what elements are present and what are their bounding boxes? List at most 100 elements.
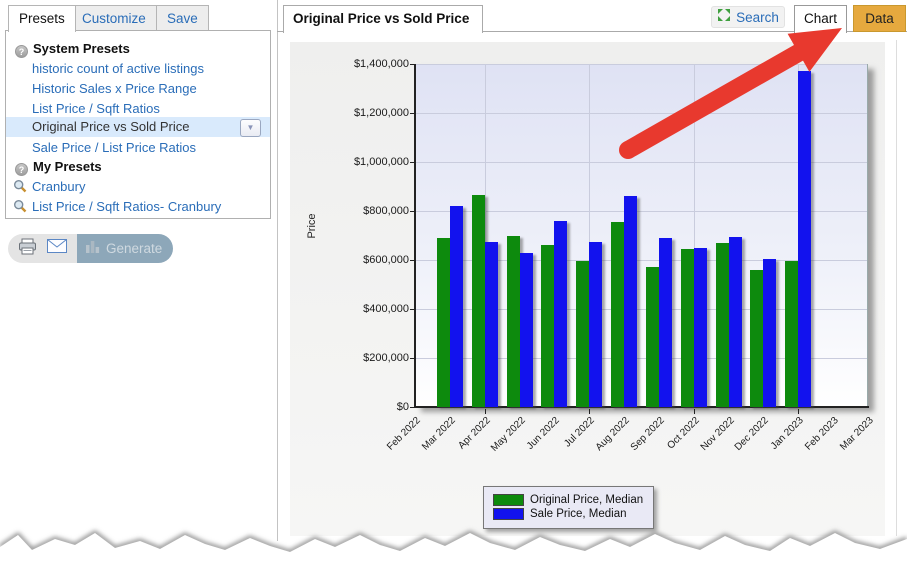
- gridline-h: [415, 211, 868, 212]
- tab-data[interactable]: Data: [853, 5, 906, 32]
- page-title: Original Price vs Sold Price: [293, 11, 470, 26]
- panel-divider: [277, 0, 278, 541]
- bar-original-price: [750, 269, 764, 407]
- generate-button[interactable]: Generate: [77, 234, 173, 263]
- chart-surface: Price $0 $200,000 $400,000 $600,000 $800,000…: [290, 42, 885, 536]
- y-tick-label: $600,000: [363, 254, 409, 266]
- bar-sale-price: [554, 220, 568, 407]
- legend-label: Sale Price, Median: [530, 508, 627, 520]
- preset-options-dropdown[interactable]: ▼: [240, 118, 261, 137]
- legend-label: Original Price, Median: [530, 494, 644, 506]
- bar-sale-price: [484, 241, 498, 407]
- y-axis-line: [414, 64, 416, 408]
- tab-chart[interactable]: Chart: [794, 5, 847, 33]
- bar-sale-price: [449, 206, 463, 407]
- legend-swatch: [493, 508, 524, 520]
- my-preset-link: Cranbury: [32, 179, 86, 194]
- x-tick-mark: [693, 409, 695, 414]
- preset-item-3[interactable]: List Price / Sqft Ratios: [6, 99, 270, 118]
- legend-swatch: [493, 494, 524, 506]
- search-label: Search: [736, 9, 779, 25]
- magnifier-icon: [13, 179, 27, 198]
- bar-original-price: [541, 245, 555, 407]
- my-presets-title: My Presets: [33, 159, 102, 174]
- preset-panel: ? System Presets historic count of active…: [5, 30, 271, 219]
- bar-sale-price: [728, 236, 742, 407]
- bar-original-price: [576, 261, 590, 407]
- my-presets-header: ? My Presets: [6, 157, 279, 176]
- preset-item-selected-label: Original Price vs Sold Price: [32, 119, 190, 134]
- y-tick-mark: [410, 358, 415, 359]
- y-tick-label: $1,000,000: [353, 156, 409, 168]
- gridline-v: [484, 64, 486, 407]
- my-preset-link: List Price / Sqft Ratios- Cranbury: [32, 199, 222, 214]
- email-icon[interactable]: [47, 239, 67, 258]
- bar-sale-price: [589, 241, 603, 407]
- bar-original-price: [715, 242, 729, 407]
- chart-legend: Original Price, Median Sale Price, Median: [483, 486, 655, 529]
- preset-link[interactable]: Historic Sales x Price Range: [32, 81, 197, 96]
- preset-item-2[interactable]: Historic Sales x Price Range: [6, 79, 270, 98]
- bar-sale-price: [624, 196, 638, 407]
- bar-original-price: [506, 235, 520, 407]
- x-tick-mark: [589, 409, 591, 414]
- bar-original-price: [611, 222, 625, 407]
- gridline-h: [415, 162, 868, 163]
- chevron-down-icon: ▼: [246, 122, 255, 132]
- y-tick-label: $400,000: [363, 303, 409, 315]
- bar-original-price: [436, 237, 450, 407]
- gridline-v: [693, 64, 695, 407]
- panel-rule: [277, 31, 907, 32]
- help-icon[interactable]: ?: [15, 45, 28, 58]
- sidebar-tab-presets[interactable]: Presets: [8, 5, 76, 32]
- chart-title-tab: Original Price vs Sold Price: [283, 5, 483, 33]
- my-preset-item-1[interactable]: Cranbury: [6, 177, 270, 196]
- y-tick-label: $800,000: [363, 205, 409, 217]
- x-axis-line: [414, 406, 869, 408]
- help-icon[interactable]: ?: [15, 163, 28, 176]
- print-icon[interactable]: [18, 238, 37, 260]
- sidebar-tab-customize[interactable]: Customize: [71, 5, 157, 30]
- bar-sale-price: [798, 71, 812, 407]
- my-preset-item-2[interactable]: List Price / Sqft Ratios- Cranbury: [6, 197, 270, 216]
- preset-link[interactable]: Sale Price / List Price Ratios: [32, 140, 197, 155]
- legend-row: Sale Price, Median: [493, 508, 643, 520]
- expand-arrows-icon: [717, 8, 731, 27]
- y-tick-mark: [410, 64, 415, 65]
- bar-original-price: [785, 261, 799, 407]
- y-tick-label: $0: [396, 401, 409, 413]
- bar-original-price: [471, 195, 485, 407]
- preset-item-1[interactable]: historic count of active listings: [6, 59, 270, 78]
- print-email-toolbar: [8, 234, 77, 263]
- gridline-h: [415, 260, 868, 261]
- preset-item-5[interactable]: Sale Price / List Price Ratios: [6, 138, 270, 157]
- system-presets-header: ? System Presets: [6, 39, 279, 58]
- legend-row: Original Price, Median: [493, 494, 643, 506]
- x-tick-mark: [484, 409, 486, 414]
- plot-right-edge: [867, 64, 868, 407]
- bar-chart-icon: [85, 240, 100, 258]
- y-tick-mark: [410, 162, 415, 163]
- y-tick-mark: [410, 407, 415, 408]
- gridline-h: [415, 64, 868, 65]
- y-tick-mark: [410, 211, 415, 212]
- bar-sale-price: [519, 252, 533, 407]
- y-tick-mark: [410, 113, 415, 114]
- gridline-h: [415, 358, 868, 359]
- y-tick-label: $1,200,000: [353, 107, 409, 119]
- x-tick-mark: [798, 409, 800, 414]
- search-button[interactable]: Search: [711, 6, 785, 28]
- y-tick-label: $1,400,000: [353, 58, 409, 70]
- bar-sale-price: [693, 247, 707, 407]
- page-right-border: [896, 40, 897, 536]
- bar-original-price: [680, 248, 694, 407]
- preset-link[interactable]: List Price / Sqft Ratios: [32, 101, 160, 116]
- bar-sale-price: [763, 258, 777, 407]
- preset-link[interactable]: historic count of active listings: [32, 61, 204, 76]
- sidebar-tab-save[interactable]: Save: [156, 5, 209, 30]
- gridline-h: [415, 309, 868, 310]
- bar-original-price: [645, 267, 659, 407]
- y-tick-mark: [410, 309, 415, 310]
- magnifier-icon: [13, 199, 27, 218]
